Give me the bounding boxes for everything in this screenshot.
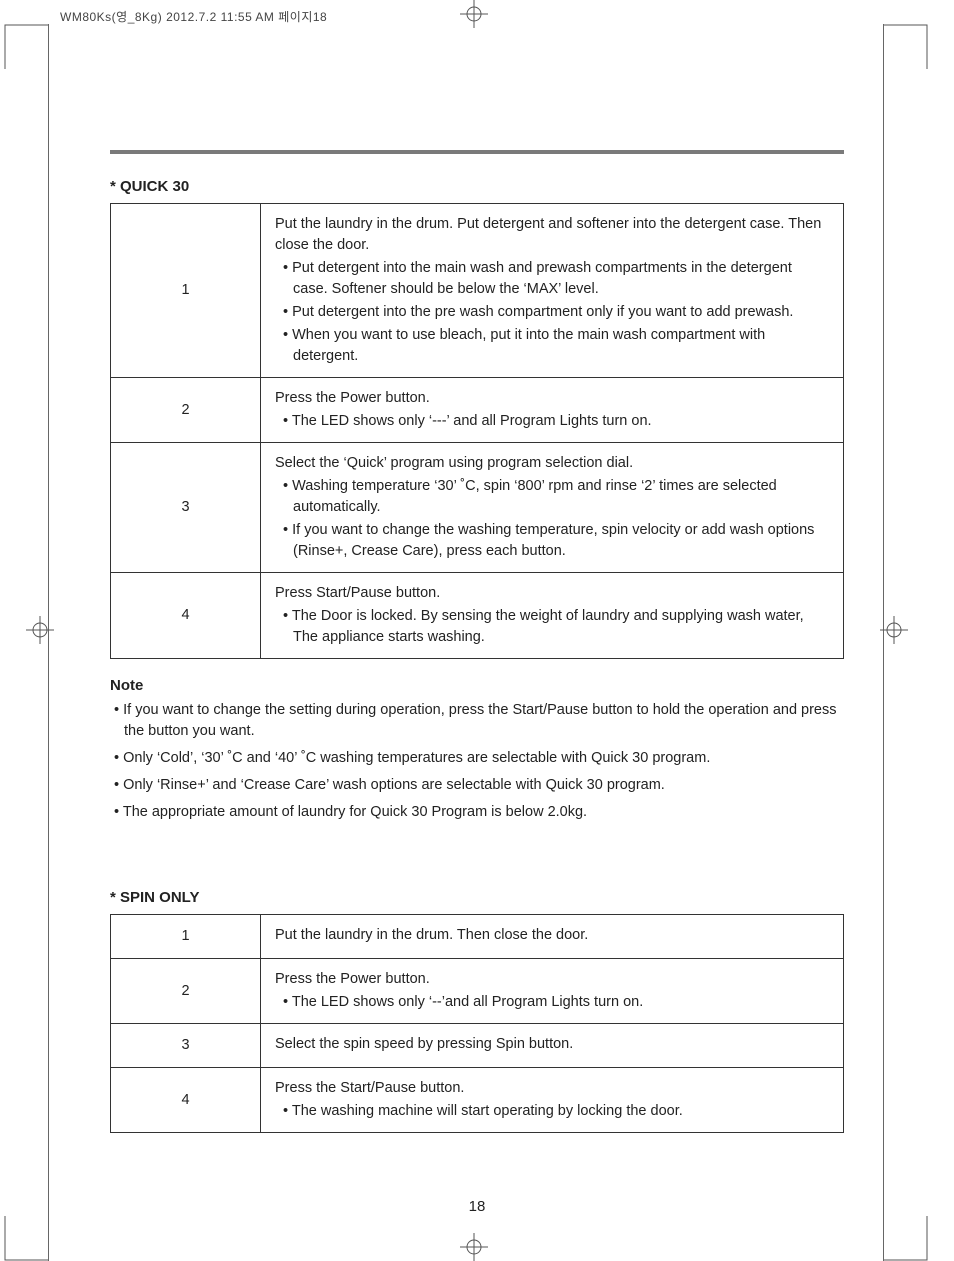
section-title-spinonly: * SPIN ONLY: [110, 889, 844, 906]
top-rule: [110, 150, 844, 154]
step-cell: Press Start/Pause button. The Door is lo…: [261, 573, 844, 659]
table-row: 2 Press the Power button. The LED shows …: [111, 959, 844, 1024]
step-bullet: The LED shows only ‘---’ and all Program…: [275, 411, 829, 432]
table-row: 1 Put the laundry in the drum. Put deter…: [111, 204, 844, 378]
step-bullet: Put detergent into the main wash and pre…: [275, 258, 829, 300]
step-cell: Select the spin speed by pressing Spin b…: [261, 1024, 844, 1068]
step-lead: Select the spin speed by pressing Spin b…: [275, 1034, 829, 1055]
step-cell: Press the Start/Pause button. The washin…: [261, 1068, 844, 1133]
step-lead: Press the Power button.: [275, 388, 829, 409]
section-title-quick30: * QUICK 30: [110, 178, 844, 195]
step-number: 1: [111, 915, 261, 959]
step-bullet: Put detergent into the pre wash compartm…: [275, 302, 829, 323]
crop-mark-tr: [882, 24, 928, 70]
step-cell: Press the Power button. The LED shows on…: [261, 378, 844, 443]
table-row: 3 Select the spin speed by pressing Spin…: [111, 1024, 844, 1068]
step-number: 1: [111, 204, 261, 378]
step-cell: Press the Power button. The LED shows on…: [261, 959, 844, 1024]
step-lead: Select the ‘Quick’ program using program…: [275, 453, 829, 474]
step-lead: Put the laundry in the drum. Put deterge…: [275, 214, 829, 256]
step-bullet: The washing machine will start operating…: [275, 1101, 829, 1122]
table-spinonly: 1 Put the laundry in the drum. Then clos…: [110, 914, 844, 1133]
registration-mark-bottom: [460, 1233, 488, 1261]
table-row: 3 Select the ‘Quick’ program using progr…: [111, 443, 844, 573]
table-row: 1 Put the laundry in the drum. Then clos…: [111, 915, 844, 959]
step-lead: Press the Power button.: [275, 969, 829, 990]
doc-header-meta: WM80Ks(영_8Kg) 2012.7.2 11:55 AM 페이지18: [60, 8, 327, 25]
registration-mark-left: [26, 616, 54, 644]
table-row: 2 Press the Power button. The LED shows …: [111, 378, 844, 443]
step-bullet: If you want to change the washing temper…: [275, 520, 829, 562]
registration-mark-right: [880, 616, 908, 644]
crop-mark-bl: [4, 1215, 50, 1261]
step-lead: Press Start/Pause button.: [275, 583, 829, 604]
step-number: 4: [111, 573, 261, 659]
note-item: If you want to change the setting during…: [110, 700, 844, 742]
registration-mark-top: [460, 0, 488, 28]
note-item: Only ‘Cold’, ‘30’ ˚C and ‘40’ ˚C washing…: [110, 748, 844, 769]
page-content: * QUICK 30 1 Put the laundry in the drum…: [110, 150, 844, 1151]
table-row: 4 Press the Start/Pause button. The wash…: [111, 1068, 844, 1133]
page-number: 18: [0, 1198, 954, 1215]
note-item: The appropriate amount of laundry for Qu…: [110, 802, 844, 823]
note-title: Note: [110, 677, 844, 694]
table-row: 4 Press Start/Pause button. The Door is …: [111, 573, 844, 659]
step-cell: Put the laundry in the drum. Put deterge…: [261, 204, 844, 378]
step-number: 2: [111, 378, 261, 443]
step-cell: Select the ‘Quick’ program using program…: [261, 443, 844, 573]
step-number: 3: [111, 1024, 261, 1068]
step-bullet: The LED shows only ‘--’and all Program L…: [275, 992, 829, 1013]
crop-mark-br: [882, 1215, 928, 1261]
step-lead: Put the laundry in the drum. Then close …: [275, 925, 829, 946]
note-item: Only ‘Rinse+’ and ‘Crease Care’ wash opt…: [110, 775, 844, 796]
step-number: 3: [111, 443, 261, 573]
table-quick30: 1 Put the laundry in the drum. Put deter…: [110, 203, 844, 659]
step-lead: Press the Start/Pause button.: [275, 1078, 829, 1099]
step-bullet: Washing temperature ‘30’ ˚C, spin ‘800’ …: [275, 476, 829, 518]
step-bullet: The Door is locked. By sensing the weigh…: [275, 606, 829, 648]
crop-mark-tl: [4, 24, 50, 70]
step-number: 2: [111, 959, 261, 1024]
step-cell: Put the laundry in the drum. Then close …: [261, 915, 844, 959]
step-number: 4: [111, 1068, 261, 1133]
step-bullet: When you want to use bleach, put it into…: [275, 325, 829, 367]
